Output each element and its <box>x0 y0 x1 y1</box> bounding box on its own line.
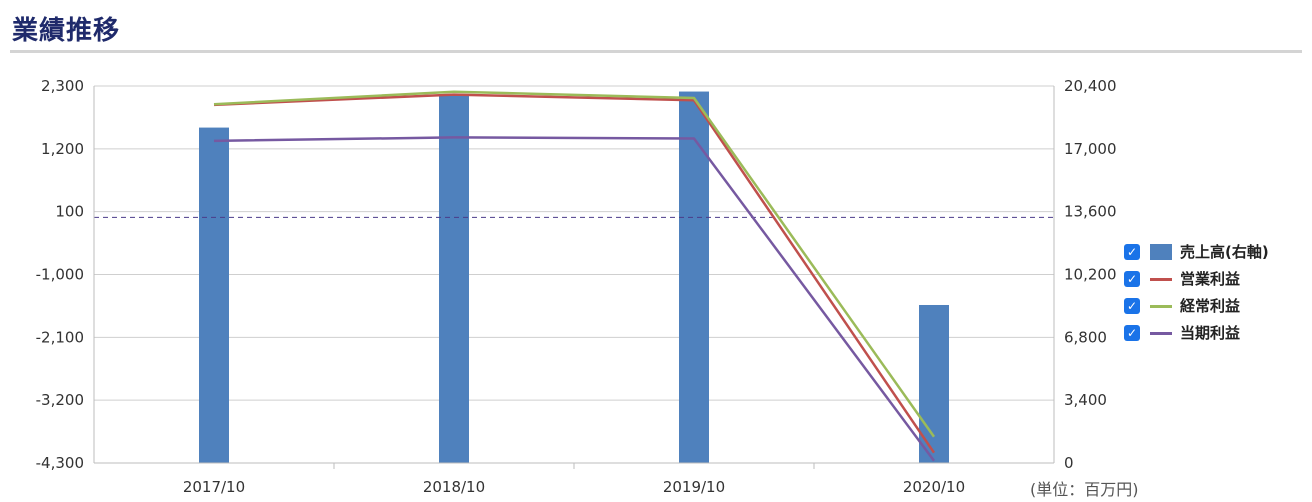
legend-bar-swatch <box>1150 243 1172 260</box>
y-right-tick-label: 3,400 <box>1064 391 1107 409</box>
x-tick-label: 2017/10 <box>183 478 245 496</box>
checkbox-icon[interactable]: ✓ <box>1124 270 1140 287</box>
legend-label: 経常利益 <box>1180 297 1241 315</box>
title-divider <box>10 50 1302 53</box>
unit-label: (単位：百万円) <box>1030 480 1139 499</box>
y-right-tick-label: 0 <box>1064 454 1074 472</box>
legend: ✓ 売上高(右軸) ✓ 営業利益 ✓ 経常利益 ✓ 当期利益 <box>1124 238 1308 346</box>
checkbox-icon[interactable]: ✓ <box>1124 324 1140 341</box>
legend-item-4[interactable]: ✓ 当期利益 <box>1124 319 1308 346</box>
y-left-tick-label: -3,200 <box>36 391 84 409</box>
axes <box>93 86 1055 469</box>
y-right-tick-label: 10,200 <box>1064 266 1117 284</box>
series-line-3 <box>213 136 936 462</box>
y-right-tick-label: 6,800 <box>1064 328 1107 346</box>
legend-item-2[interactable]: ✓ 営業利益 <box>1124 265 1308 292</box>
y-right-tick-label: 17,000 <box>1064 140 1117 158</box>
y-left-tick-label: -4,300 <box>36 454 84 472</box>
bars <box>199 91 949 464</box>
y-left-tick-label: 2,300 <box>41 77 84 95</box>
y-left-tick-label: -2,100 <box>36 328 84 346</box>
legend-line-swatch <box>1150 298 1172 314</box>
legend-line-swatch <box>1150 271 1172 287</box>
bar-2019-10 <box>679 91 709 463</box>
checkbox-icon[interactable]: ✓ <box>1124 243 1140 260</box>
series-line-1 <box>213 93 936 454</box>
series-lines <box>94 90 1054 462</box>
page-title: 業績推移 <box>12 16 121 46</box>
y-left-tick-label: 100 <box>55 203 84 221</box>
tick-labels: 2,300 1,200 100 -1,000 -2,100 -3,200 -4,300 20,… <box>36 77 1117 496</box>
y-left-tick-label: -1,000 <box>36 266 84 284</box>
checkbox-icon[interactable]: ✓ <box>1124 297 1140 314</box>
x-tick-label: 2019/10 <box>663 478 725 496</box>
bar-2018-10 <box>439 95 469 464</box>
legend-label: 当期利益 <box>1180 324 1241 342</box>
series-line-2 <box>213 90 936 438</box>
legend-item-1[interactable]: ✓ 売上高(右軸) <box>1124 238 1308 265</box>
x-tick-label: 2018/10 <box>423 478 485 496</box>
y-right-tick-label: 20,400 <box>1064 77 1117 95</box>
legend-line-swatch <box>1150 325 1172 341</box>
bar-2017-10 <box>199 127 229 464</box>
x-tick-label: 2020/10 <box>903 478 965 496</box>
gridlines <box>94 85 1054 464</box>
legend-label: 売上高(右軸) <box>1180 243 1269 261</box>
legend-label: 営業利益 <box>1180 270 1241 288</box>
y-right-tick-label: 13,600 <box>1064 203 1117 221</box>
legend-item-3[interactable]: ✓ 経常利益 <box>1124 292 1308 319</box>
y-left-tick-label: 1,200 <box>41 140 84 158</box>
